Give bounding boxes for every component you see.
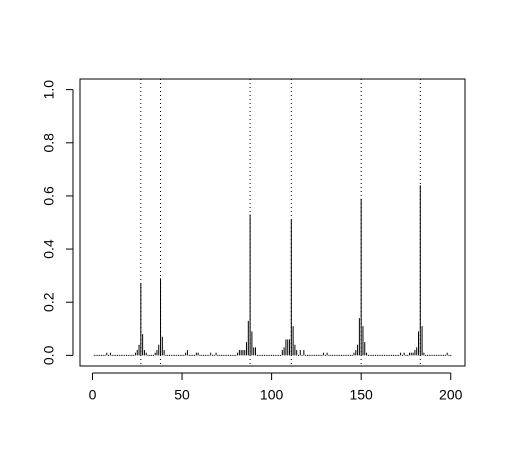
x-tick-label: 200 — [439, 387, 463, 403]
plot-box — [79, 78, 466, 367]
x-tick-label: 50 — [174, 387, 190, 403]
y-tick-label: 0.6 — [41, 186, 57, 206]
y-tick-label: 0.8 — [41, 133, 57, 153]
y-tick-label: 0.2 — [41, 292, 57, 312]
y-tick-label: 1.0 — [41, 80, 57, 100]
y-tick-label: 0.0 — [41, 345, 57, 365]
x-tick-label: 100 — [260, 387, 284, 403]
x-tick-label: 0 — [89, 387, 97, 403]
y-tick-label: 0.4 — [41, 239, 57, 259]
x-tick-label: 150 — [349, 387, 373, 403]
